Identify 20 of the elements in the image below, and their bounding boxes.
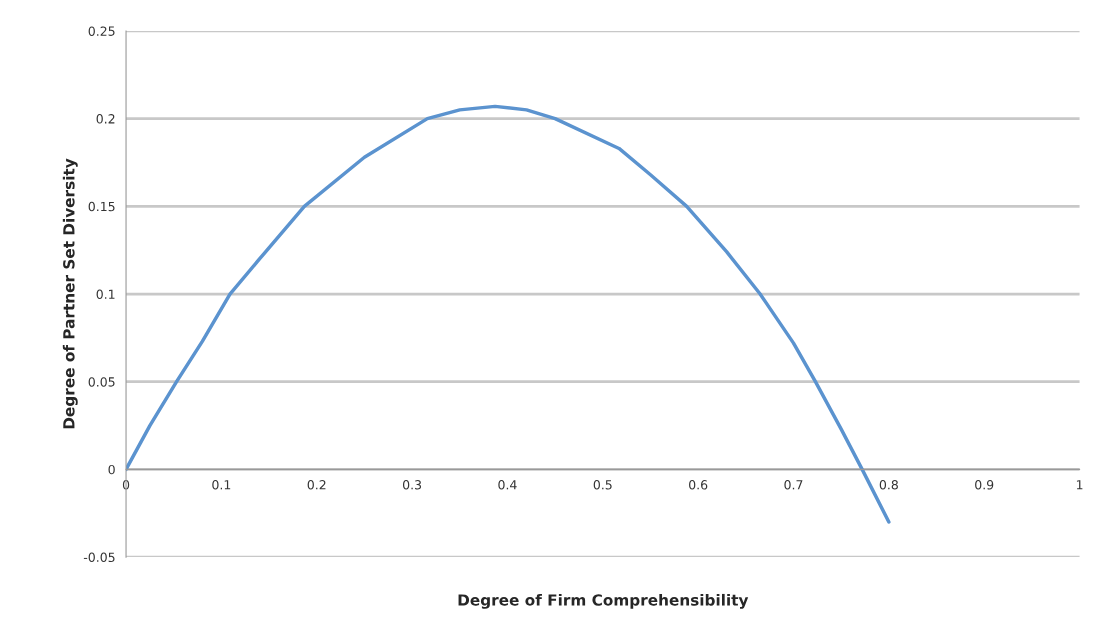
x-tick-label: 0.6 xyxy=(689,480,708,490)
y-tick-label: 0.2 xyxy=(96,114,115,124)
y-tick-label: 0.05 xyxy=(88,377,115,387)
x-tick-label: 0.2 xyxy=(307,480,326,490)
x-tick-label: 0.4 xyxy=(498,480,517,490)
x-tick-label: 0 xyxy=(122,480,130,490)
x-tick-label: 0.1 xyxy=(212,480,231,490)
x-tick-label: 1 xyxy=(1076,480,1083,490)
y-tick-label: 0.25 xyxy=(88,26,115,36)
x-tick-label: 0.9 xyxy=(975,480,994,490)
y-tick-label: 0.15 xyxy=(88,201,115,212)
x-axis-title: Degree of Firm Comprehensibility xyxy=(458,593,749,609)
x-tick-label: 0.3 xyxy=(402,480,422,490)
y-tick-label: 0.1 xyxy=(96,289,115,299)
y-axis-title: Degree of Partner Set Diversity xyxy=(62,158,78,429)
x-tick-label: 0.8 xyxy=(879,480,898,490)
x-tick-label: 0.5 xyxy=(593,480,612,490)
y-tick-label: 0 xyxy=(108,464,115,475)
x-tick-label: 0.7 xyxy=(784,480,803,490)
y-tick-label: -0.05 xyxy=(83,552,115,563)
